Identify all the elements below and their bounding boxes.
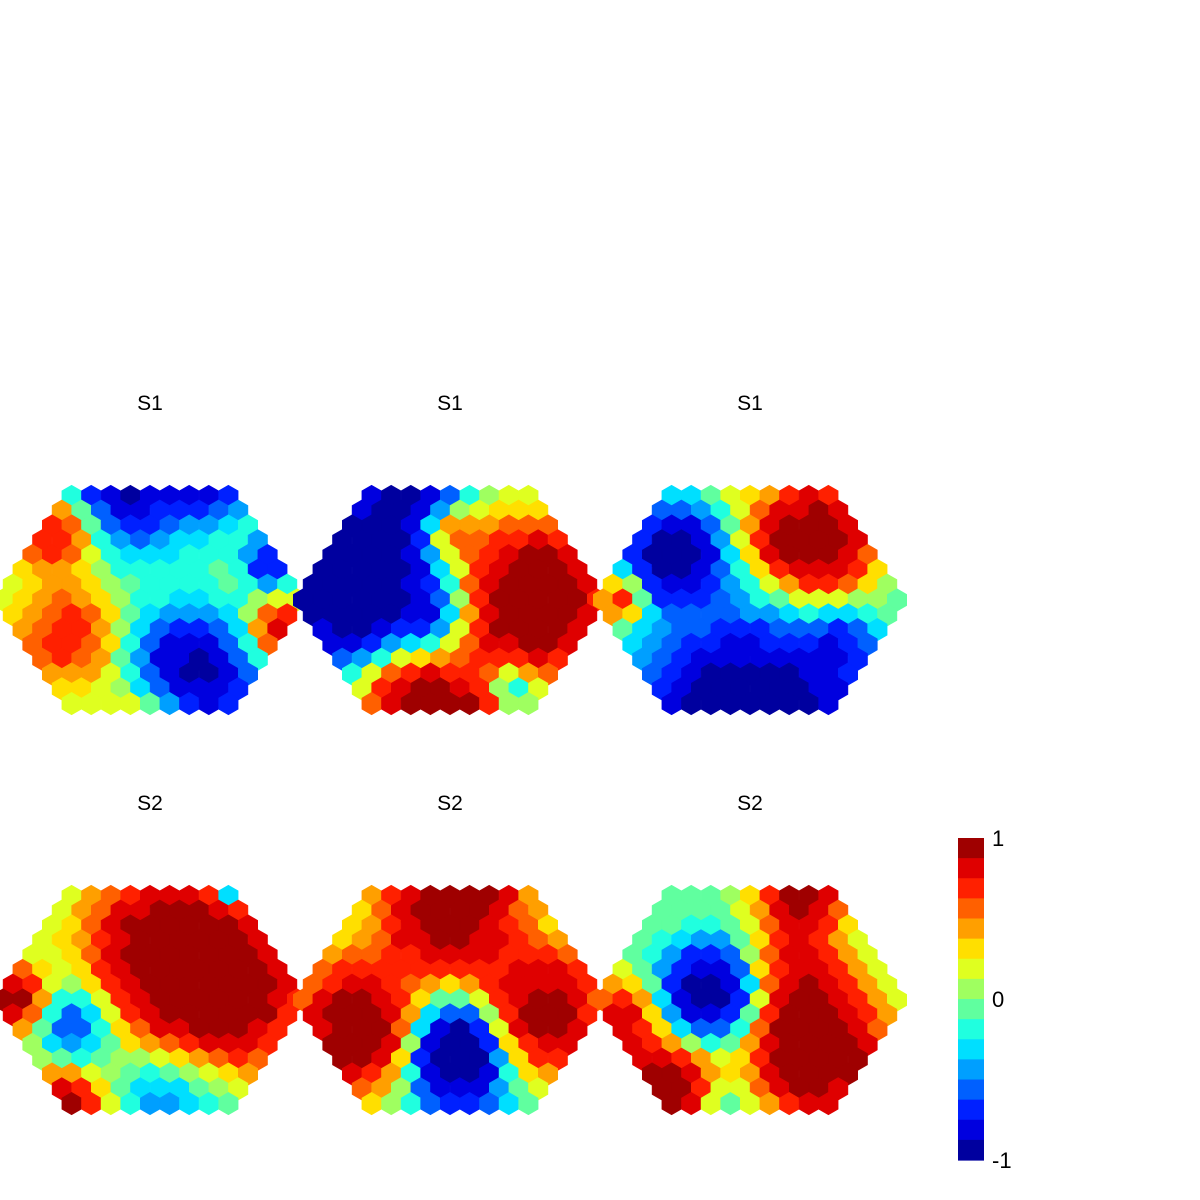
colorbar-segment xyxy=(958,1019,984,1040)
colorbar-segment xyxy=(958,1039,984,1060)
colorbar-segment xyxy=(958,1119,984,1141)
hex-cell xyxy=(518,1092,539,1116)
panel-title: S2 xyxy=(737,792,763,815)
colorbar-tick-label: 1 xyxy=(992,826,1004,851)
colorbar-segment xyxy=(958,958,984,980)
colorbar-segment xyxy=(958,999,984,1020)
hex-panel-2: S1 xyxy=(292,392,608,716)
colorbar-segment xyxy=(958,858,984,879)
panel-title: S1 xyxy=(737,392,763,415)
colorbar-segment xyxy=(958,878,984,899)
hex-cell xyxy=(818,1092,839,1116)
colorbar-segment xyxy=(958,898,984,920)
hex-panel-1: S1 xyxy=(0,392,308,716)
colorbar-segment xyxy=(958,918,984,940)
colorbar-segment xyxy=(958,1139,984,1161)
colorbar-segment xyxy=(958,938,984,960)
colorbar-segment xyxy=(958,1079,984,1101)
colorbar-segment xyxy=(958,978,984,1000)
colorbar-tick-label: 0 xyxy=(992,987,1004,1012)
colorbar-segment xyxy=(958,1099,984,1121)
hex-panel-6: S2 xyxy=(592,792,908,1116)
hex-panel-3: S1 xyxy=(592,392,908,716)
hex-panel-5: S2 xyxy=(292,792,608,1116)
panels-group: S1 S1 S1 S2 S2 S2 xyxy=(0,392,908,1116)
panel-title: S2 xyxy=(137,792,163,815)
hex-cell xyxy=(518,692,539,716)
panel-title: S1 xyxy=(137,392,163,415)
colorbar-segment xyxy=(958,838,984,859)
panel-title: S2 xyxy=(437,792,463,815)
hex-panel-4: S2 xyxy=(0,792,308,1116)
panel-title: S1 xyxy=(437,392,463,415)
hex-cell xyxy=(218,692,239,716)
hex-cell xyxy=(218,1092,239,1116)
colorbar: 1 0 -1 xyxy=(958,826,1012,1173)
colorbar-segment xyxy=(958,1059,984,1081)
colorbar-tick-label: -1 xyxy=(992,1148,1012,1173)
hex-cell xyxy=(818,692,839,716)
